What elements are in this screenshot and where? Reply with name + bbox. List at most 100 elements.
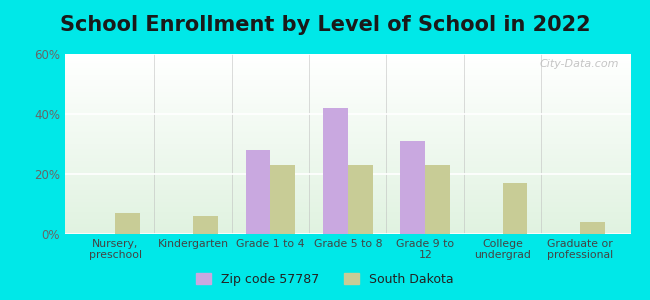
Bar — [65, 124, 630, 125]
Bar — [65, 99, 630, 100]
Bar — [65, 105, 630, 106]
Bar — [65, 175, 630, 176]
Bar — [65, 86, 630, 87]
Bar — [65, 141, 630, 142]
Bar — [65, 104, 630, 105]
Bar — [65, 84, 630, 85]
Bar — [65, 125, 630, 126]
Bar — [65, 69, 630, 70]
Bar — [65, 57, 630, 58]
Bar — [65, 195, 630, 196]
Bar — [65, 180, 630, 181]
Bar — [65, 150, 630, 151]
Bar — [65, 75, 630, 76]
Bar — [425, 165, 450, 234]
Bar — [65, 142, 630, 143]
Bar — [65, 219, 630, 220]
Bar — [65, 96, 630, 97]
Bar — [65, 216, 630, 217]
Bar — [65, 137, 630, 138]
Bar — [65, 107, 630, 108]
Bar — [65, 158, 630, 159]
Bar — [65, 173, 630, 174]
Text: City-Data.com: City-Data.com — [540, 59, 619, 69]
Bar — [65, 192, 630, 193]
Bar — [65, 177, 630, 178]
Bar — [65, 153, 630, 154]
Bar — [65, 202, 630, 203]
Bar — [65, 157, 630, 158]
Bar — [65, 133, 630, 134]
Legend: Zip code 57787, South Dakota: Zip code 57787, South Dakota — [191, 268, 459, 291]
Bar — [65, 191, 630, 192]
Bar — [65, 111, 630, 112]
Bar — [65, 103, 630, 104]
Bar — [65, 128, 630, 129]
Bar — [270, 165, 295, 234]
Bar — [65, 102, 630, 103]
Bar — [65, 95, 630, 96]
Bar — [65, 163, 630, 164]
Bar — [400, 141, 425, 234]
Bar — [65, 186, 630, 187]
Bar — [65, 217, 630, 218]
Bar — [65, 168, 630, 169]
Bar — [65, 109, 630, 110]
Bar — [65, 91, 630, 92]
Bar — [65, 101, 630, 102]
Bar — [65, 98, 630, 99]
Bar — [65, 68, 630, 69]
Bar — [65, 162, 630, 163]
Bar — [65, 230, 630, 231]
Bar — [65, 131, 630, 132]
Bar — [65, 140, 630, 141]
Bar — [65, 83, 630, 84]
Bar — [65, 58, 630, 59]
Bar — [65, 126, 630, 127]
Bar — [65, 114, 630, 115]
Bar — [65, 115, 630, 116]
Bar — [65, 208, 630, 209]
Bar — [65, 182, 630, 183]
Bar — [65, 212, 630, 213]
Bar — [65, 79, 630, 80]
Bar — [65, 149, 630, 150]
Bar — [65, 161, 630, 162]
Bar — [65, 198, 630, 199]
Bar — [65, 151, 630, 152]
Bar — [65, 73, 630, 74]
Bar — [65, 222, 630, 223]
Bar — [580, 222, 604, 234]
Bar — [65, 122, 630, 123]
Bar — [65, 113, 630, 114]
Bar — [65, 167, 630, 168]
Bar — [65, 160, 630, 161]
Bar — [65, 178, 630, 179]
Bar — [65, 59, 630, 60]
Bar — [65, 206, 630, 207]
Bar — [65, 88, 630, 89]
Bar — [65, 127, 630, 128]
Bar — [65, 97, 630, 98]
Bar — [65, 200, 630, 201]
Bar — [65, 110, 630, 111]
Bar — [65, 154, 630, 155]
Bar — [65, 229, 630, 230]
Bar — [65, 201, 630, 202]
Bar — [65, 232, 630, 233]
Bar — [65, 205, 630, 206]
Bar — [65, 89, 630, 90]
Bar — [65, 172, 630, 173]
Bar — [65, 179, 630, 180]
Bar — [65, 63, 630, 64]
Bar — [65, 188, 630, 189]
Bar — [65, 183, 630, 184]
Bar — [65, 118, 630, 119]
Bar — [65, 65, 630, 66]
Bar — [65, 81, 630, 82]
Bar — [65, 169, 630, 170]
Bar — [116, 213, 140, 234]
Bar — [65, 143, 630, 144]
Bar — [65, 85, 630, 86]
Bar — [65, 80, 630, 81]
